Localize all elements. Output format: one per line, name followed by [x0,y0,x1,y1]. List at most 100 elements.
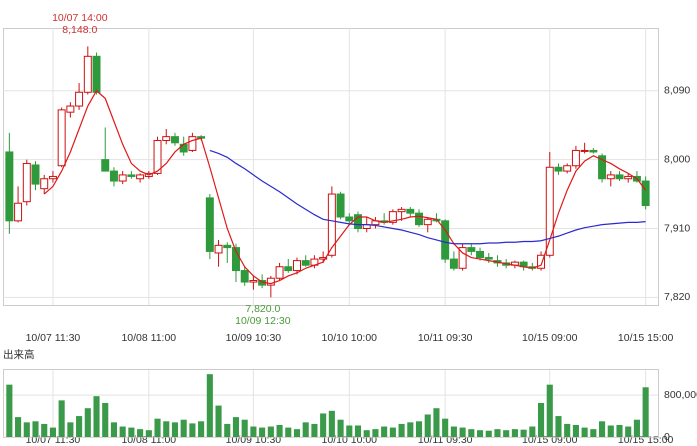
volume-bar [232,417,240,437]
volume-bar [302,422,309,437]
candle-body [170,136,179,144]
candle-body [449,258,458,269]
volume-bar [503,430,510,437]
volume-bar [625,426,632,437]
annotation-value: 7,820.0 [245,303,280,315]
volume-bar [285,427,292,437]
candle-body [92,55,101,93]
candle-body [624,175,633,180]
candle-body [319,257,328,260]
volume-bar [189,423,196,437]
volume-bar [494,429,501,437]
y-tick-label: 7,820 [664,291,690,303]
x-tick-label: 10/09 10:30 [226,332,282,344]
candle-body [83,55,92,93]
candle-body [127,174,136,177]
candle-body [563,165,572,172]
volume-bar [259,427,266,437]
candle-body [458,247,467,269]
volume-title: 出来高 [3,348,35,361]
volume-bar [564,423,571,437]
candle-body [345,216,354,222]
candle-body [153,139,162,174]
candle-body [406,208,415,214]
candle-body [22,162,31,203]
volume-bar [163,421,170,437]
volume-bar [450,426,457,437]
x-tick-label: 10/07 11:30 [26,332,81,344]
candle-body [5,151,14,222]
candle-body [293,260,301,272]
candle-body [48,175,57,180]
x-tick-label: 10/10 10:00 [322,332,378,344]
volume-bar [41,423,48,437]
candle-body [571,149,580,167]
candle-body [301,260,310,266]
volume-bar [180,419,187,437]
candle-body [214,244,223,254]
volume-bar [215,405,222,437]
volume-bar [67,422,74,437]
candle-body [101,159,110,172]
volume-bar [607,425,614,437]
candle-body [354,214,362,229]
volume-bar [102,402,109,437]
volume-bar [224,423,231,437]
price-panel [3,28,659,306]
volume-bar [93,396,100,437]
candle-body [415,212,424,226]
candle-body [606,174,615,180]
volume-bar [433,408,440,437]
volume-bar [241,419,248,437]
volume-bar [6,384,13,437]
volume-bar [206,374,213,437]
volume-bar [468,429,475,437]
candle-body [589,149,598,153]
volume-bar [511,429,518,437]
volume-bar [537,402,545,437]
y-tick-label: 7,910 [664,222,690,234]
volume-bar [599,421,606,437]
y-tick-label: 8,090 [664,85,690,97]
volume-bar [590,429,597,437]
candle-body [162,136,171,141]
candle-body [476,250,485,259]
volume-bar [128,427,135,437]
candle-body [179,143,188,153]
volume-bar [32,421,39,437]
candle-body [397,208,406,213]
candle-body [554,166,563,172]
candle-body [66,105,75,113]
volume-bar [581,427,588,437]
annotation-value: 8,148.0 [62,24,97,36]
candle-body [467,247,476,252]
volume-bar [84,408,91,437]
volume-bar [555,416,562,437]
candle-body [14,202,23,222]
annotation-time: 10/07 14:00 [52,12,108,24]
annotation-time: 10/09 12:30 [235,315,291,327]
candle-body [598,155,607,180]
volume-bar [572,424,579,437]
x-tick-label: 10/15 09:00 [522,332,578,344]
volume-bar [145,430,152,437]
volume-bar [529,426,536,437]
volume-bar [250,426,257,437]
volume-bar [407,422,414,437]
volume-bar [154,418,161,437]
volume-bar [363,430,370,437]
volume-bar [346,425,353,437]
candle-body [118,174,127,182]
volume-bar [424,414,431,437]
volume-bar [389,427,396,437]
candle-body [40,178,49,190]
x-tick-label: 10/08 11:00 [121,332,176,344]
volume-bar [520,429,527,437]
volume-bar [415,421,423,437]
candle-body [136,174,145,180]
volume-bar [171,422,179,437]
volume-bar [110,422,118,437]
volume-bar [398,423,405,437]
x-tick-label: 10/11 09:30 [418,332,473,344]
